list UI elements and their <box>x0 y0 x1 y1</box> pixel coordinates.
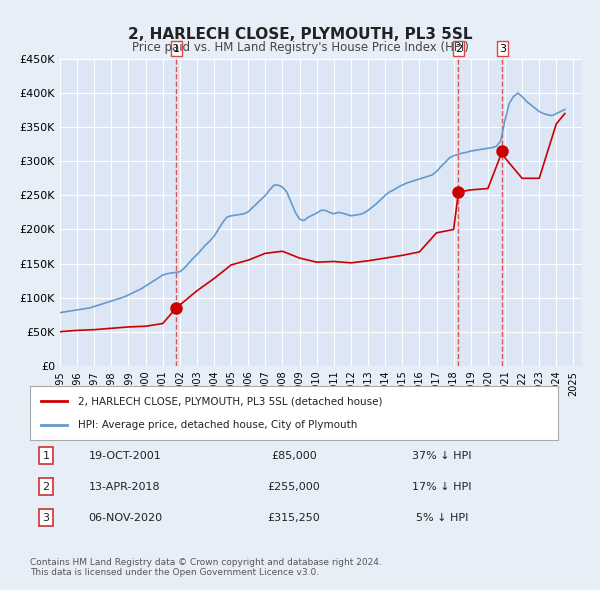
Text: 2, HARLECH CLOSE, PLYMOUTH, PL3 5SL (detached house): 2, HARLECH CLOSE, PLYMOUTH, PL3 5SL (det… <box>77 396 382 407</box>
Text: 2: 2 <box>455 44 462 54</box>
Text: 5% ↓ HPI: 5% ↓ HPI <box>416 513 468 523</box>
Text: £85,000: £85,000 <box>271 451 317 461</box>
Text: 2, HARLECH CLOSE, PLYMOUTH, PL3 5SL: 2, HARLECH CLOSE, PLYMOUTH, PL3 5SL <box>128 27 472 41</box>
Text: Price paid vs. HM Land Registry's House Price Index (HPI): Price paid vs. HM Land Registry's House … <box>131 41 469 54</box>
Text: 3: 3 <box>499 44 506 54</box>
Text: 19-OCT-2001: 19-OCT-2001 <box>89 451 161 461</box>
Text: 17% ↓ HPI: 17% ↓ HPI <box>412 482 472 491</box>
Text: 06-NOV-2020: 06-NOV-2020 <box>88 513 162 523</box>
Text: 13-APR-2018: 13-APR-2018 <box>89 482 161 491</box>
Text: HPI: Average price, detached house, City of Plymouth: HPI: Average price, detached house, City… <box>77 419 357 430</box>
Text: 37% ↓ HPI: 37% ↓ HPI <box>412 451 472 461</box>
Text: £315,250: £315,250 <box>268 513 320 523</box>
Text: Contains HM Land Registry data © Crown copyright and database right 2024.
This d: Contains HM Land Registry data © Crown c… <box>30 558 382 577</box>
Text: 1: 1 <box>43 451 49 461</box>
Text: 2: 2 <box>42 482 49 491</box>
Text: 1: 1 <box>173 44 180 54</box>
Text: £255,000: £255,000 <box>268 482 320 491</box>
Text: 3: 3 <box>43 513 49 523</box>
